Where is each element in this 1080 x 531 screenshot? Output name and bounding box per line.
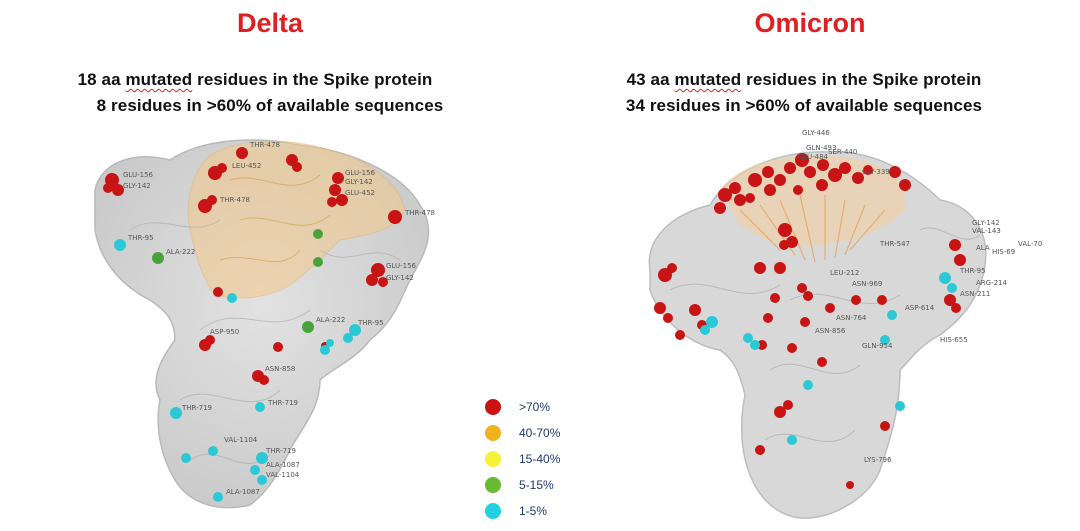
omicron-panel: Omicron 43 aa mutated residues in the Sp… (540, 0, 1080, 531)
delta-line1-prefix: 18 aa (77, 70, 121, 89)
delta-label-8: GLY-142 (345, 178, 373, 186)
omicron-label-13: ARG-214 (976, 279, 1008, 287)
delta-label-13: GLY-142 (386, 274, 414, 282)
omicron-label-17: ASP-614 (905, 304, 935, 312)
delta-label-9: GLU-452 (345, 189, 375, 197)
delta-label-14: ALA-222 (316, 316, 345, 324)
legend-dot-orange (485, 425, 501, 441)
omicron-label-6: GLY-142 (972, 219, 1000, 227)
omicron-label-11: THR-547 (879, 240, 910, 248)
delta-label-20: VAL-1104 (224, 436, 258, 444)
delta-label-12: GLU-156 (386, 262, 417, 270)
delta-label-21: THR-719 (265, 447, 296, 455)
legend-item-over-70: >70% (485, 394, 605, 420)
omicron-label-5: GLY-339 (862, 168, 890, 176)
omicron-label-14: ASN-211 (960, 290, 990, 298)
omicron-title: Omicron (754, 8, 866, 38)
delta-label-17: ASN-858 (265, 365, 295, 373)
omicron-label-15: LEU-212 (830, 269, 859, 277)
omicron-rbd-ribbons (739, 194, 886, 263)
omicron-label-10: HIS-69 (992, 248, 1015, 256)
delta-label-7: GLU-156 (345, 169, 376, 177)
omicron-label-19: ASN-764 (836, 314, 867, 322)
delta-rbd-ribbons (219, 174, 331, 263)
legend-item-5-15: 5-15% (485, 472, 605, 498)
omicron-residues-red (654, 153, 966, 489)
omicron-label-16: ASN-969 (852, 280, 882, 288)
legend-label-40-70: 40-70% (519, 426, 561, 440)
delta-residues-green (152, 229, 323, 333)
legend-dot-yellow (485, 451, 501, 467)
delta-residues-red (103, 147, 402, 385)
omicron-label-9: ALA (976, 244, 990, 252)
delta-label-16: ASP-950 (210, 328, 239, 336)
omicron-label-7: VAL-143 (972, 227, 1001, 235)
delta-label-23: VAL-1104 (266, 471, 300, 479)
omicron-label-4: GLU-484 (798, 153, 829, 161)
omicron-ribbons (669, 227, 981, 442)
delta-line1-suffix: residues in the Spike protein (197, 70, 433, 89)
delta-label-1: GLU-156 (123, 171, 154, 179)
legend-label-1-5: 1-5% (519, 504, 548, 518)
delta-rbd-region (187, 140, 406, 299)
omicron-line1-mid: mutated (674, 70, 742, 89)
delta-label-5: THR-478 (249, 141, 280, 149)
omicron-label-20: GLN-954 (862, 342, 893, 350)
delta-label-15: THR-95 (357, 319, 384, 327)
omicron-label-21: ASN-856 (815, 327, 846, 335)
omicron-protein-body (648, 151, 987, 519)
omicron-spike-structure: GLY-446 GLN-493 SER-440 GLU-484 GLY-339 … (648, 129, 1042, 519)
delta-label-2: GLY-142 (123, 182, 151, 190)
omicron-label-8: VAL-70 (1018, 240, 1042, 248)
delta-label-3: THR-95 (127, 234, 154, 242)
delta-mutations-line: 18 aa mutated residues in the Spike prot… (0, 70, 525, 90)
delta-line1-mid: mutated (125, 70, 193, 89)
omicron-label-22: LYS-796 (864, 456, 892, 464)
delta-label-6: LEU-452 (232, 162, 261, 170)
omicron-line1-suffix: residues in the Spike protein (746, 70, 982, 89)
delta-label-11: THR-478 (404, 209, 435, 217)
delta-label-10: THR-478 (219, 196, 250, 204)
delta-panel: Delta 18 aa mutated residues in the Spik… (0, 8, 525, 509)
omicron-mutations-line: 43 aa mutated residues in the Spike prot… (534, 70, 1074, 90)
delta-label-4: ALA-222 (166, 248, 195, 256)
delta-title: Delta (236, 8, 304, 38)
legend-item-1-5: 1-5% (485, 498, 605, 524)
delta-spike-structure: GLU-156 GLY-142 THR-95 ALA-222 THR-478 L… (94, 139, 435, 509)
legend-dot-red (485, 399, 501, 415)
omicron-label-18: HIS-655 (940, 336, 968, 344)
omicron-residues-cyan (700, 272, 957, 445)
legend-label-5-15: 5-15% (519, 478, 554, 492)
delta-label-22: ALA-1087 (266, 461, 300, 469)
legend-item-40-70: 40-70% (485, 420, 605, 446)
legend-label-15-40: 15-40% (519, 452, 561, 466)
delta-label-19: THR-719 (267, 399, 298, 407)
delta-residues-cyan (114, 239, 361, 502)
legend-dot-cyan (485, 503, 501, 519)
omicron-label-1: GLY-446 (802, 129, 830, 137)
frequency-legend: >70% 40-70% 15-40% 5-15% 1-5% (485, 394, 605, 524)
legend-label-over-70: >70% (519, 400, 551, 414)
legend-item-15-40: 15-40% (485, 446, 605, 472)
omicron-label-3: SER-440 (828, 148, 857, 156)
omicron-residues-line: 34 residues in >60% of available sequenc… (625, 96, 983, 115)
omicron-label-2: GLN-493 (806, 144, 836, 152)
delta-label-24: ALA-1087 (226, 488, 260, 496)
delta-residues-line: 8 residues in >60% of available sequence… (96, 96, 444, 115)
omicron-line1-prefix: 43 aa (626, 70, 670, 89)
omicron-label-12: THR-95 (959, 267, 986, 275)
legend-dot-green (485, 477, 501, 493)
delta-label-18: THR-719 (181, 404, 212, 412)
